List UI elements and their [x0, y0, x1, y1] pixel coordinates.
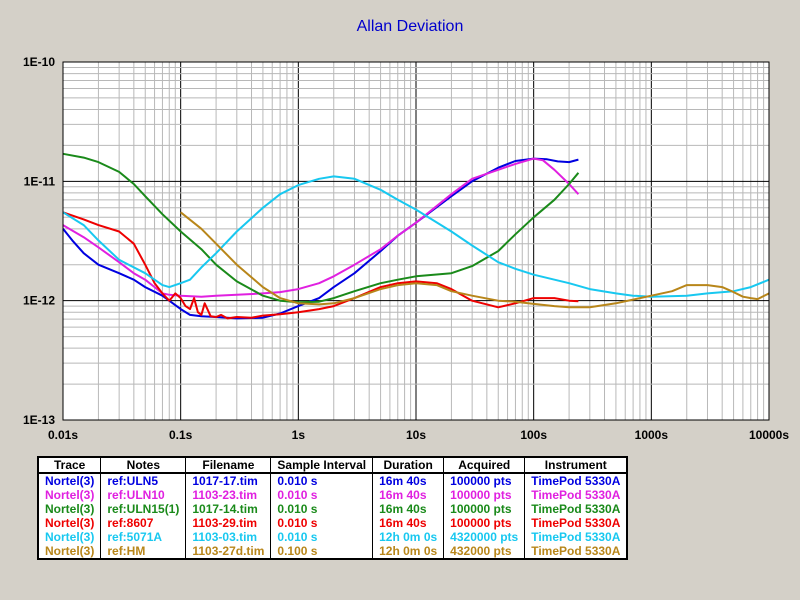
legend-cell: ref:ULN5 [100, 473, 187, 488]
x-tick-label: 10000s [749, 428, 789, 442]
legend-cell: TimePod 5330A [524, 544, 628, 559]
tick-labels: 0.01s 0.1s 1s 10s 100s 1000s 10000s 1E-10 1E-11 1… [23, 55, 789, 442]
legend-header-cell: Filename [185, 456, 272, 474]
legend-cell: 16m 40s [372, 488, 445, 502]
x-tick-label: 1000s [635, 428, 669, 442]
plot-border [62, 61, 770, 421]
legend-cell: Nortel(3) [37, 488, 102, 502]
legend-cell: ref:HM [100, 544, 187, 559]
legend-cell: ref:ULN10 [100, 488, 187, 502]
x-tick-label: 100s [520, 428, 547, 442]
x-tick-label: 1s [292, 428, 306, 442]
x-tick-label: 10s [406, 428, 426, 442]
legend-cell: TimePod 5330A [524, 488, 628, 502]
y-tick-label: 1E-11 [24, 174, 56, 188]
legend-cell: 12h 0m 0s [372, 544, 445, 559]
legend-cell: 1103-23.tim [185, 488, 272, 502]
legend-row: Nortel(3) ref:ULN5 1017-17.tim 0.010 s 16m 4… [37, 473, 628, 488]
legend-cell: 100000 pts [443, 516, 526, 530]
chart-title: Allan Deviation [356, 18, 464, 35]
legend-cell: Nortel(3) [37, 473, 102, 488]
legend-cell: 432000 pts [443, 544, 526, 559]
legend-cell: TimePod 5330A [524, 530, 628, 544]
legend-cell: 100000 pts [443, 473, 526, 488]
legend-cell: 4320000 pts [443, 530, 526, 544]
legend-header-cell: Duration [372, 456, 445, 474]
legend-cell: TimePod 5330A [524, 473, 628, 488]
series-line [180, 211, 770, 309]
series-layer [62, 152, 770, 320]
legend-cell: 0.010 s [270, 488, 374, 502]
legend-cell: 100000 pts [443, 488, 526, 502]
legend-cell: ref:8607 [100, 516, 187, 530]
legend-header-row: Trace Notes Filename Sample Interval Duratio… [37, 456, 628, 474]
legend-header-cell: Sample Interval [270, 456, 374, 474]
legend-cell: 0.100 s [270, 544, 374, 559]
legend-cell: Nortel(3) [37, 516, 102, 530]
legend-cell: 1017-14.tim [185, 502, 272, 516]
series-line [62, 175, 770, 298]
legend-header-cell: Acquired [443, 456, 526, 474]
y-tick-label: 1E-13 [23, 413, 55, 427]
legend-row: Nortel(3) ref:5071A 1103-03.tim 0.010 s 12h … [37, 530, 628, 544]
legend-cell: ref:ULN15(1) [100, 502, 187, 516]
legend-cell: 0.010 s [270, 530, 374, 544]
legend-cell: 0.010 s [270, 473, 374, 488]
legend-cell: 1103-29.tim [185, 516, 272, 530]
legend-header-cell: Trace [37, 456, 102, 474]
series-line [62, 157, 580, 298]
series-line [62, 152, 580, 304]
legend-cell: ref:5071A [100, 530, 187, 544]
x-tick-label: 0.01s [48, 428, 78, 442]
legend-cell: Nortel(3) [37, 502, 102, 516]
y-tick-label: 1E-10 [23, 55, 55, 69]
legend-cell: 0.010 s [270, 516, 374, 530]
legend-row: Nortel(3) ref:HM 1103-27d.tim 0.100 s 12h 0m… [37, 544, 628, 559]
legend-row: Nortel(3) ref:ULN10 1103-23.tim 0.010 s 16m … [37, 488, 628, 502]
legend-cell: 1103-03.tim [185, 530, 272, 544]
legend-row: Nortel(3) ref:8607 1103-29.tim 0.010 s 16m 4… [37, 516, 628, 530]
series-line [62, 157, 579, 320]
allan-deviation-chart: 0.01s 0.1s 1s 10s 100s 1000s 10000s 1E-10 1E-11 1… [23, 55, 789, 442]
legend-cell: 16m 40s [372, 502, 445, 516]
legend-cell: 16m 40s [372, 516, 445, 530]
legend-cell: TimePod 5330A [524, 516, 628, 530]
legend-cell: Nortel(3) [37, 530, 102, 544]
legend-body: Nortel(3) ref:ULN5 1017-17.tim 0.010 s 16m 4… [37, 473, 628, 559]
legend-cell: 12h 0m 0s [372, 530, 445, 544]
legend-cell: Nortel(3) [37, 544, 102, 559]
legend-cell: 100000 pts [443, 502, 526, 516]
legend-header-cell: Notes [100, 456, 187, 474]
legend-cell: 16m 40s [372, 473, 445, 488]
trace-legend-table: Trace Notes Filename Sample Interval Duratio… [37, 456, 629, 560]
y-tick-label: 1E-12 [23, 294, 55, 308]
x-tick-label: 0.1s [169, 428, 193, 442]
legend-cell: 1017-17.tim [185, 473, 272, 488]
legend-cell: TimePod 5330A [524, 502, 628, 516]
legend-header-cell: Instrument [524, 456, 628, 474]
legend-cell: 0.010 s [270, 502, 374, 516]
legend-cell: 1103-27d.tim [185, 544, 272, 559]
